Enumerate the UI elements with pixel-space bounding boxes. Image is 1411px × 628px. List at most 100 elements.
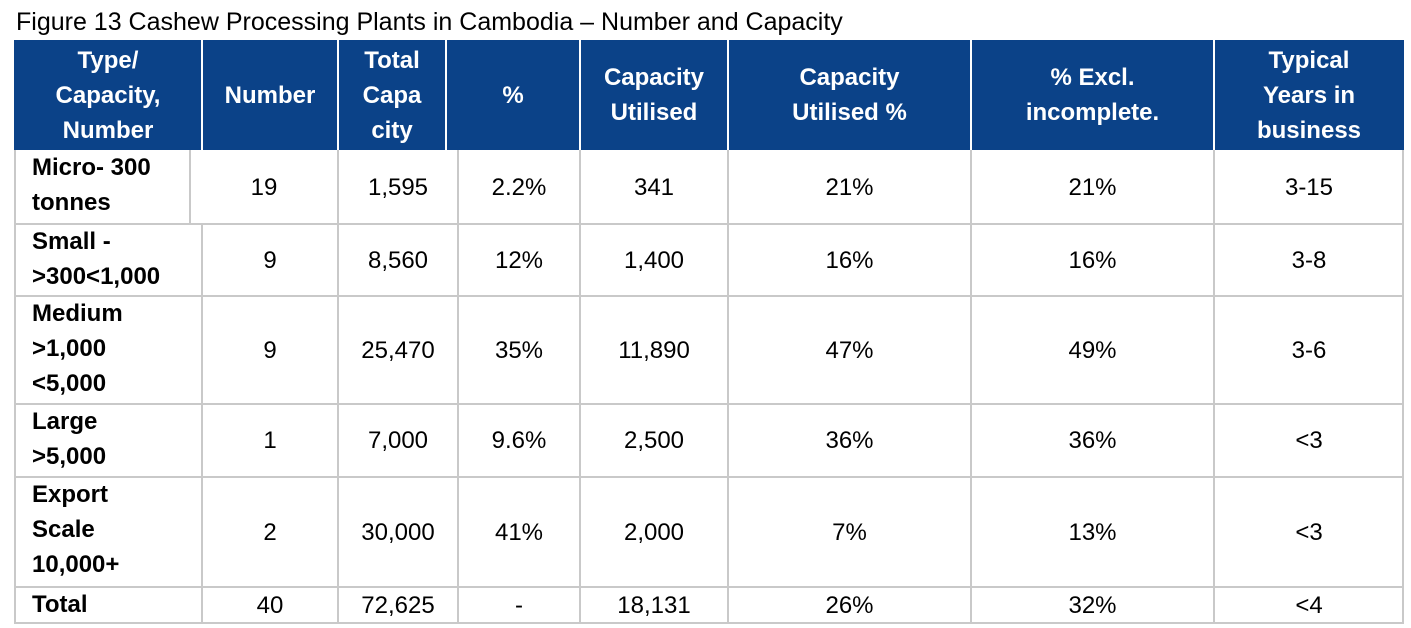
grid-line — [14, 223, 1404, 225]
grid-line — [14, 476, 1404, 478]
header-line: Number — [224, 81, 316, 109]
table-cell-number: 40 — [256, 592, 284, 619]
row-label: Small - >300<1,000 — [14, 224, 202, 296]
header-line: Total — [364, 46, 420, 74]
grid-line — [1402, 150, 1404, 224]
grid-line — [457, 404, 459, 477]
table-cell-percent: 9.6% — [491, 427, 547, 454]
header-percent: % — [446, 40, 580, 150]
header-line: Utilised % — [792, 99, 907, 126]
grid-line — [579, 224, 581, 296]
table-cell-percent: 12% — [494, 246, 544, 274]
table-cell-capacity-utilised: 18,131 — [617, 592, 691, 619]
header-line: Type/ — [77, 46, 139, 74]
table-cell-typical-years: 3-15 — [1284, 173, 1334, 201]
header-divider — [337, 40, 339, 150]
row-label: Large >5,000 — [14, 404, 202, 477]
header-line: incomplete. — [1025, 99, 1160, 126]
grid-line — [201, 404, 203, 477]
header-line: Capacity, — [55, 81, 161, 109]
row-label-line: Scale — [32, 516, 95, 543]
grid-line — [727, 296, 729, 404]
row-label-line: >300<1,000 — [32, 263, 161, 290]
row-label-line: 10,000+ — [32, 551, 120, 578]
row-label: Medium >1,000 <5,000 — [14, 296, 202, 404]
grid-line — [1402, 477, 1404, 587]
row-label-line: Medium — [32, 300, 123, 327]
header-line: city — [371, 116, 413, 144]
grid-line — [579, 150, 581, 224]
table-cell-number: 1 — [263, 427, 277, 454]
table-cell-typical-years: 3-8 — [1291, 246, 1327, 274]
grid-line — [201, 296, 203, 404]
table-cell-capacity-utilised-pct: 47% — [825, 336, 874, 364]
grid-line — [727, 587, 729, 624]
row-label-line: >1,000 — [32, 335, 107, 362]
row-label-line: >5,000 — [32, 443, 107, 470]
grid-line — [1213, 587, 1215, 624]
row-label-line: Micro- 300 — [32, 154, 151, 181]
table-cell-typical-years: <3 — [1295, 427, 1323, 454]
row-label-line: Total — [32, 591, 88, 618]
table-cell-total-capacity: 30,000 — [361, 518, 435, 546]
grid-line — [14, 403, 1404, 405]
grid-line — [970, 296, 972, 404]
table-cell-excl-incomplete: 21% — [1068, 173, 1117, 201]
grid-line — [970, 477, 972, 587]
row-label: Micro- 300 tonnes — [14, 150, 190, 224]
table-cell-capacity-utilised: 1,400 — [623, 246, 685, 274]
grid-line — [457, 587, 459, 624]
table-cell-number: 19 — [250, 173, 278, 201]
table-cell-capacity-utilised-pct: 16% — [825, 246, 874, 274]
table-cell-typical-years: 3-6 — [1291, 336, 1327, 364]
header-divider — [727, 40, 729, 150]
table-cell-number: 2 — [263, 518, 277, 546]
header-capacity-utilised-pct: Capacity Utilised % — [728, 40, 971, 150]
header-divider — [201, 40, 203, 150]
grid-line — [1213, 224, 1215, 296]
table-cell-excl-incomplete: 13% — [1068, 518, 1117, 546]
table-cell-excl-incomplete: 36% — [1068, 427, 1117, 454]
grid-line — [14, 150, 16, 224]
header-excl-incomplete: % Excl. incomplete. — [971, 40, 1214, 150]
grid-line — [970, 587, 972, 624]
header-line: Utilised — [610, 99, 698, 126]
header-typical-years: Typical Years in business — [1214, 40, 1404, 150]
table-cell-total-capacity: 8,560 — [367, 246, 429, 274]
grid-line — [337, 404, 339, 477]
grid-line — [1213, 404, 1215, 477]
grid-line — [579, 477, 581, 587]
grid-line — [14, 224, 16, 296]
row-label: Export Scale 10,000+ — [14, 477, 202, 587]
table-cell-capacity-utilised: 341 — [633, 173, 675, 201]
grid-line — [337, 150, 339, 224]
header-line: Capa — [362, 81, 422, 109]
header-total-capacity: Total Capa city — [338, 40, 446, 150]
grid-line — [1213, 477, 1215, 587]
header-divider — [1213, 40, 1215, 150]
grid-line — [201, 224, 203, 296]
table-cell-capacity-utilised-pct: 36% — [825, 427, 874, 454]
grid-line — [457, 150, 459, 224]
grid-line — [337, 477, 339, 587]
table-cell-total-capacity: 7,000 — [367, 427, 429, 454]
figure-caption: Figure 13 Cashew Processing Plants in Ca… — [16, 8, 843, 36]
table-cell-total-capacity: 25,470 — [361, 336, 435, 364]
grid-line — [337, 224, 339, 296]
header-number: Number — [202, 40, 338, 150]
grid-line — [1213, 150, 1215, 224]
row-label-line: Small - — [32, 228, 111, 255]
header-divider — [445, 40, 447, 150]
header-divider — [579, 40, 581, 150]
grid-line — [579, 587, 581, 624]
grid-line — [1213, 296, 1215, 404]
grid-line — [970, 224, 972, 296]
grid-line — [579, 404, 581, 477]
grid-line — [14, 295, 1404, 297]
grid-line — [1402, 404, 1404, 477]
header-line: % Excl. — [1050, 64, 1135, 91]
table-cell-percent: - — [515, 592, 523, 619]
grid-line — [457, 296, 459, 404]
grid-line — [727, 150, 729, 224]
grid-line — [457, 477, 459, 587]
